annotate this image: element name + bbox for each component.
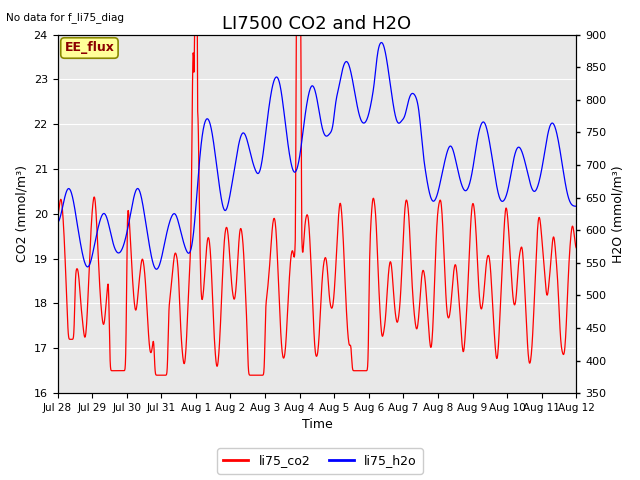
li75_h2o [94, 227, 102, 232]
Y-axis label: H2O (mmol/m³): H2O (mmol/m³) [612, 165, 625, 263]
Line: li75_co2: li75_co2 [58, 35, 576, 375]
Text: No data for f_li75_diag: No data for f_li75_diag [6, 12, 124, 23]
li75_co2 [349, 368, 357, 373]
li75_co2 [94, 242, 102, 248]
li75_co2 [285, 281, 293, 287]
li75_co2 [572, 245, 580, 251]
li75_h2o [274, 75, 282, 81]
li75_h2o [54, 220, 61, 226]
li75_h2o [349, 80, 357, 86]
li75_h2o [572, 204, 580, 209]
li75_co2 [154, 372, 161, 378]
li75_co2 [115, 368, 123, 373]
li75_co2 [294, 32, 302, 37]
Title: LI7500 CO2 and H2O: LI7500 CO2 and H2O [222, 15, 412, 33]
Text: EE_flux: EE_flux [65, 41, 115, 55]
li75_h2o [285, 146, 292, 152]
X-axis label: Time: Time [301, 419, 332, 432]
Line: li75_h2o: li75_h2o [58, 43, 576, 269]
li75_h2o [115, 250, 123, 256]
li75_co2 [54, 214, 61, 219]
Y-axis label: CO2 (mmol/m³): CO2 (mmol/m³) [15, 165, 28, 263]
Legend: li75_co2, li75_h2o: li75_co2, li75_h2o [217, 448, 423, 474]
li75_h2o [294, 162, 302, 168]
li75_co2 [191, 32, 198, 37]
li75_h2o [378, 40, 385, 46]
li75_h2o [153, 266, 161, 272]
li75_co2 [275, 276, 282, 281]
